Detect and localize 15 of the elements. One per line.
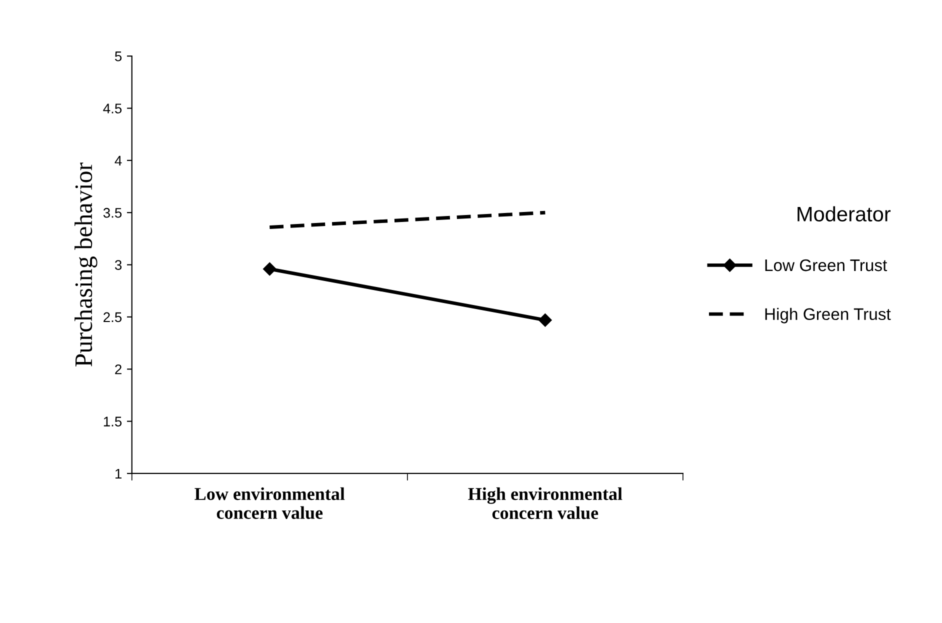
y-tick-label: 3.5 [103, 208, 122, 218]
y-tick-label: 3 [114, 260, 122, 270]
y-axis-title: Purchasing behavior [74, 162, 98, 366]
legend-label: High Green Trust [765, 308, 891, 324]
y-tick-label: 2 [115, 364, 122, 374]
y-tick-label: 4.5 [103, 104, 122, 114]
y-tick-label: 1.5 [104, 416, 122, 426]
legend-label: Low Green Trust [765, 259, 888, 272]
y-tick-label: 1 [115, 468, 122, 479]
x-tick-label: High environmental concern value [468, 487, 622, 520]
y-tick-label: 4 [114, 156, 122, 166]
x-tick-label: Low environmental concern value [194, 487, 345, 519]
y-tick-label: 5 [114, 52, 122, 62]
y-tick-label: 2.5 [104, 312, 122, 322]
legend-title: Moderator [798, 206, 891, 222]
